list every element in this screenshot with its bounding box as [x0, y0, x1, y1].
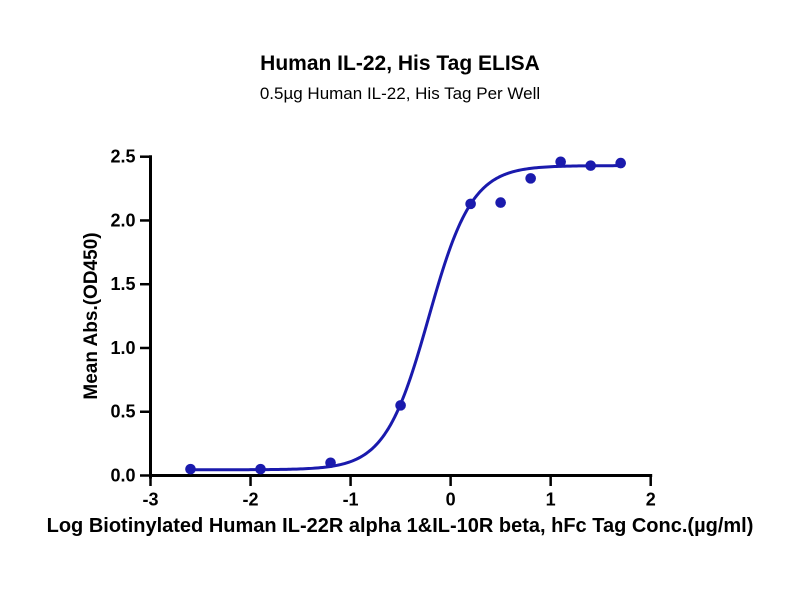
x-tick-label: 2: [646, 490, 656, 510]
chart-title: Human IL-22, His Tag ELISA: [260, 52, 540, 75]
data-point: [255, 463, 266, 475]
data-point: [555, 156, 566, 168]
y-tick-label: 2.0: [110, 210, 135, 230]
data-point: [585, 160, 596, 171]
y-tick-label: 1.0: [110, 338, 135, 358]
fit-curve: [189, 164, 625, 472]
y-tick-label: 2.5: [110, 147, 135, 167]
data-point: [185, 463, 196, 475]
y-tick-label: 0.0: [110, 466, 135, 486]
data-point: [615, 157, 626, 169]
x-tick-label: -1: [343, 490, 359, 510]
data-point: [395, 400, 406, 411]
data-point: [325, 457, 336, 469]
y-tick-label: 0.5: [110, 402, 135, 422]
data-point: [525, 173, 536, 184]
chart-subtitle: 0.5µg Human IL-22, His Tag Per Well: [259, 84, 541, 103]
y-tick-label: 1.5: [110, 274, 135, 294]
x-tick-label: 1: [546, 490, 556, 510]
x-tick-label: 0: [446, 490, 456, 510]
x-axis-label: Log Biotinylated Human IL-22R alpha 1&IL…: [46, 515, 754, 537]
data-point: [495, 197, 506, 208]
x-tick-label: -3: [142, 490, 158, 510]
data-point: [465, 198, 476, 210]
x-tick-label: -2: [243, 490, 259, 510]
